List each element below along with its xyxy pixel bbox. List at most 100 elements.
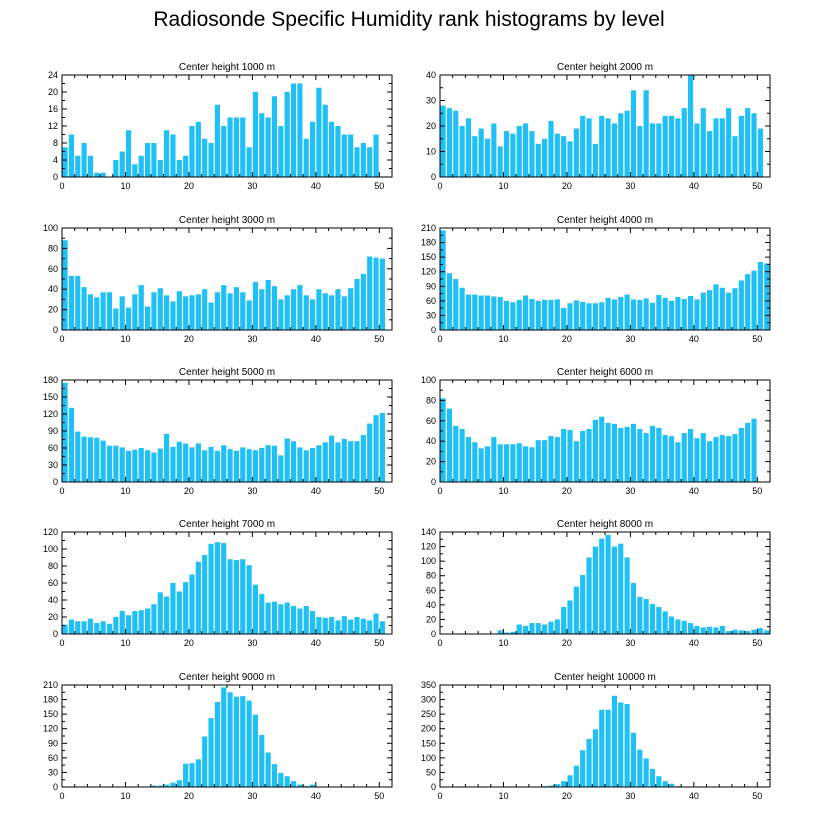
histogram-bar bbox=[310, 784, 316, 787]
histogram-bar bbox=[87, 294, 94, 330]
histogram-bar bbox=[580, 574, 586, 634]
x-tick-label: 0 bbox=[59, 791, 64, 801]
histogram-bar bbox=[478, 128, 484, 177]
histogram-bar bbox=[573, 765, 579, 787]
histogram-bar bbox=[637, 749, 643, 787]
histogram-bar bbox=[675, 619, 681, 634]
y-tick-label: 20 bbox=[48, 612, 58, 622]
histogram-bar bbox=[310, 299, 316, 330]
histogram-bar bbox=[548, 785, 554, 787]
histogram-bar bbox=[195, 561, 201, 634]
histogram-bar bbox=[360, 618, 366, 634]
histogram-bar bbox=[567, 600, 573, 634]
histogram-bar bbox=[310, 611, 316, 634]
histogram-bar bbox=[757, 262, 763, 330]
x-tick-label: 0 bbox=[437, 334, 442, 344]
histogram-bar bbox=[618, 543, 624, 634]
histogram-bar bbox=[586, 428, 592, 482]
histogram-bar bbox=[68, 134, 74, 177]
histogram-bar bbox=[497, 146, 503, 177]
plot-frame bbox=[439, 531, 771, 635]
histogram-bar bbox=[132, 294, 138, 330]
x-tick-label: 40 bbox=[311, 181, 321, 191]
histogram-bar bbox=[561, 136, 567, 177]
y-tick-label: 0 bbox=[53, 325, 58, 335]
histogram-bar bbox=[637, 596, 643, 634]
histogram-bar bbox=[341, 134, 347, 177]
y-tick-label: 40 bbox=[426, 436, 436, 446]
histogram-bar bbox=[183, 155, 189, 177]
histogram-bar bbox=[214, 292, 220, 330]
histogram-panel: Center height 8000 m 0 10 20 30 40 50 0 20 40 60 80… bbox=[421, 519, 771, 648]
x-tick-label: 10 bbox=[120, 791, 130, 801]
y-tick-label: 30 bbox=[48, 767, 58, 777]
histogram-bar bbox=[516, 126, 522, 177]
x-tick-label: 30 bbox=[625, 486, 635, 496]
y-tick-label: 120 bbox=[43, 409, 58, 419]
histogram-bar bbox=[157, 785, 163, 787]
histogram-bar bbox=[656, 607, 662, 634]
histogram-bar bbox=[630, 299, 637, 330]
histogram-bar bbox=[726, 436, 732, 482]
histogram-bar bbox=[233, 450, 239, 482]
histogram-bar bbox=[726, 292, 732, 330]
histogram-bar bbox=[297, 447, 303, 482]
x-tick-label: 50 bbox=[752, 334, 762, 344]
histogram-bar bbox=[643, 599, 649, 634]
histogram-bar bbox=[335, 126, 341, 177]
histogram-bar bbox=[757, 628, 763, 634]
histogram-bar bbox=[132, 611, 138, 634]
y-tick-label: 180 bbox=[43, 375, 58, 385]
x-tick-label: 30 bbox=[625, 181, 635, 191]
histogram-bar bbox=[100, 172, 106, 177]
histogram-bar bbox=[529, 623, 535, 634]
histogram-bar bbox=[694, 299, 700, 330]
histogram-bar bbox=[624, 110, 630, 177]
histogram-bar bbox=[259, 113, 265, 177]
histogram-bar bbox=[643, 433, 649, 482]
histogram-bar bbox=[119, 296, 125, 330]
histogram-bar bbox=[491, 437, 497, 482]
histogram-bar bbox=[548, 436, 554, 482]
histogram-bar bbox=[62, 382, 68, 482]
histogram-bar bbox=[662, 115, 668, 177]
x-tick-label: 10 bbox=[498, 181, 508, 191]
histogram-bar bbox=[183, 296, 189, 330]
histogram-bar bbox=[227, 692, 233, 787]
y-tick-label: 30 bbox=[48, 460, 58, 470]
x-tick-label: 20 bbox=[562, 638, 572, 648]
histogram-bar bbox=[290, 605, 297, 634]
histogram-bar bbox=[599, 416, 605, 482]
histogram-bar bbox=[554, 133, 560, 177]
histogram-bar bbox=[132, 164, 138, 177]
histogram-bar bbox=[176, 591, 182, 634]
histogram-bar bbox=[221, 126, 227, 177]
histogram-bar bbox=[707, 626, 713, 634]
histogram-bar bbox=[732, 629, 738, 634]
histogram-bar bbox=[497, 630, 503, 634]
histogram-bar bbox=[62, 240, 68, 330]
histogram-bar bbox=[157, 592, 163, 634]
x-tick-label: 30 bbox=[625, 638, 635, 648]
histogram-bar bbox=[440, 398, 446, 482]
histogram-bar bbox=[87, 155, 94, 177]
histogram-bar bbox=[611, 123, 617, 177]
histogram-bar bbox=[446, 273, 452, 330]
histogram-bar bbox=[341, 438, 347, 482]
histogram-bar bbox=[662, 611, 668, 634]
histogram-bar bbox=[68, 407, 74, 482]
histogram-bar bbox=[106, 623, 113, 634]
histogram-panel: Center height 7000 m 0 10 20 30 40 50 0 20 40 60 80… bbox=[43, 519, 393, 648]
y-tick-label: 80 bbox=[48, 561, 58, 571]
x-tick-label: 50 bbox=[374, 334, 384, 344]
histogram-bar bbox=[618, 113, 624, 177]
histogram-bar bbox=[252, 450, 259, 482]
histogram-bar bbox=[700, 108, 706, 177]
histogram-bar bbox=[271, 96, 278, 177]
histogram-bar bbox=[656, 123, 662, 177]
y-tick-label: 100 bbox=[43, 544, 58, 554]
histogram-bar bbox=[94, 172, 100, 177]
histogram-bar bbox=[611, 423, 617, 482]
y-tick-label: 150 bbox=[421, 738, 436, 748]
histogram-bar bbox=[290, 289, 297, 330]
